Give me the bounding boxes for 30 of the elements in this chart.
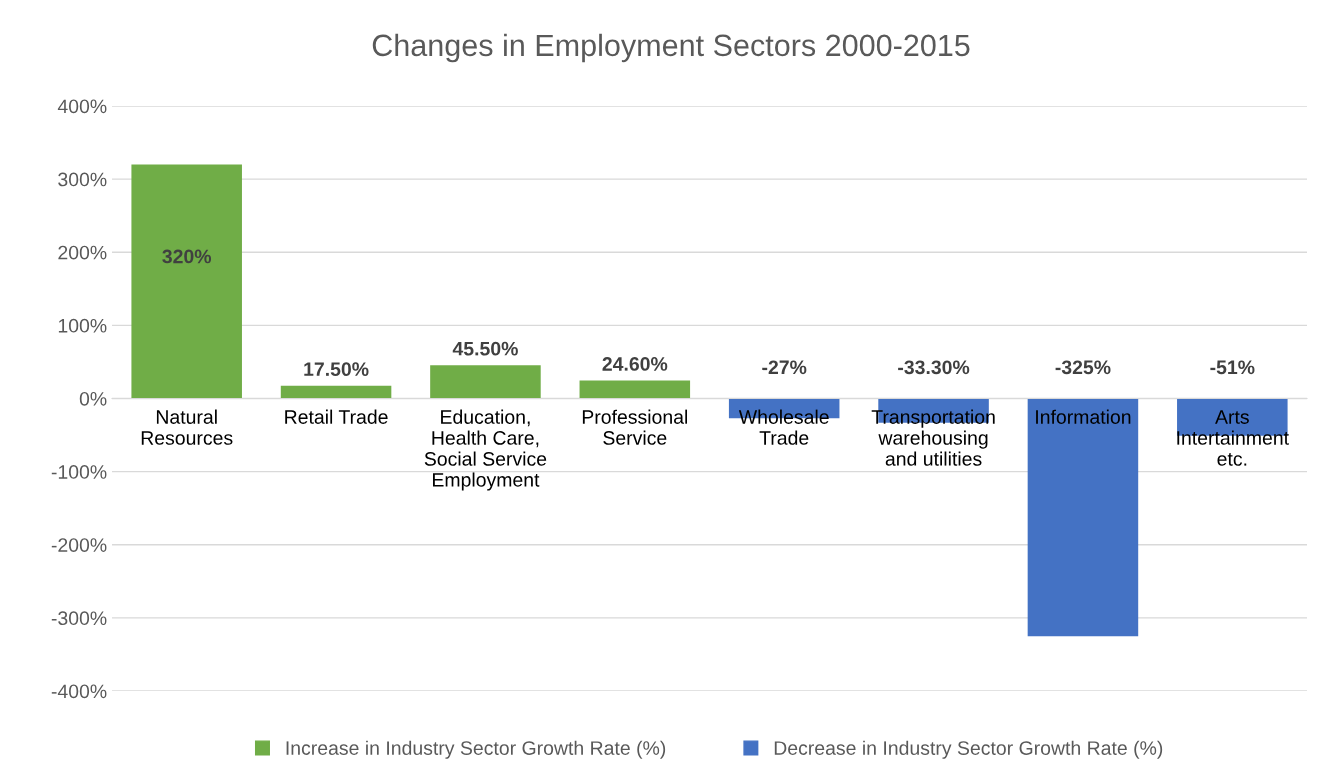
data-label: 45.50% bbox=[452, 341, 518, 356]
bar bbox=[579, 380, 691, 399]
y-tick-label: 300% bbox=[58, 172, 107, 187]
y-tick-label: 0% bbox=[79, 391, 107, 406]
y-tick-label: 400% bbox=[57, 99, 107, 114]
data-label: -33.30% bbox=[898, 360, 970, 375]
bar bbox=[1027, 398, 1139, 637]
y-tick-label: -100% bbox=[51, 465, 107, 479]
data-label: 17.50% bbox=[304, 362, 369, 377]
data-label: -27% bbox=[762, 360, 807, 375]
y-tick-label: -300% bbox=[51, 611, 107, 626]
legend-label: Decrease in Industry Sector Growth Rate (%) bbox=[774, 740, 1163, 759]
y-tick-label: -200% bbox=[51, 538, 107, 552]
chart-title: Changes in Employment Sectors 2000-2015 bbox=[372, 33, 970, 63]
bar bbox=[430, 365, 541, 399]
legend-label: Increase in Industry Sector Growth Rate (%) bbox=[286, 740, 666, 759]
data-label: -325% bbox=[1055, 360, 1111, 375]
data-label: 320% bbox=[162, 249, 212, 264]
y-tick-label: 200% bbox=[58, 245, 107, 260]
bar bbox=[280, 385, 392, 399]
y-tick-label: -400% bbox=[51, 684, 107, 699]
y-tick-label: 100% bbox=[58, 318, 107, 333]
x-tick-label: Retail Trade bbox=[285, 409, 388, 424]
x-tick-label: Natural Resources bbox=[141, 409, 233, 445]
x-tick-label: Information bbox=[1036, 409, 1131, 424]
bar bbox=[131, 164, 242, 399]
x-tick-label: Education, Health Care, Social Service Employment bbox=[424, 409, 547, 491]
x-tick-label: Professional Service bbox=[582, 409, 688, 445]
data-label: 24.60% bbox=[602, 357, 668, 371]
data-label: -51% bbox=[1210, 360, 1255, 375]
